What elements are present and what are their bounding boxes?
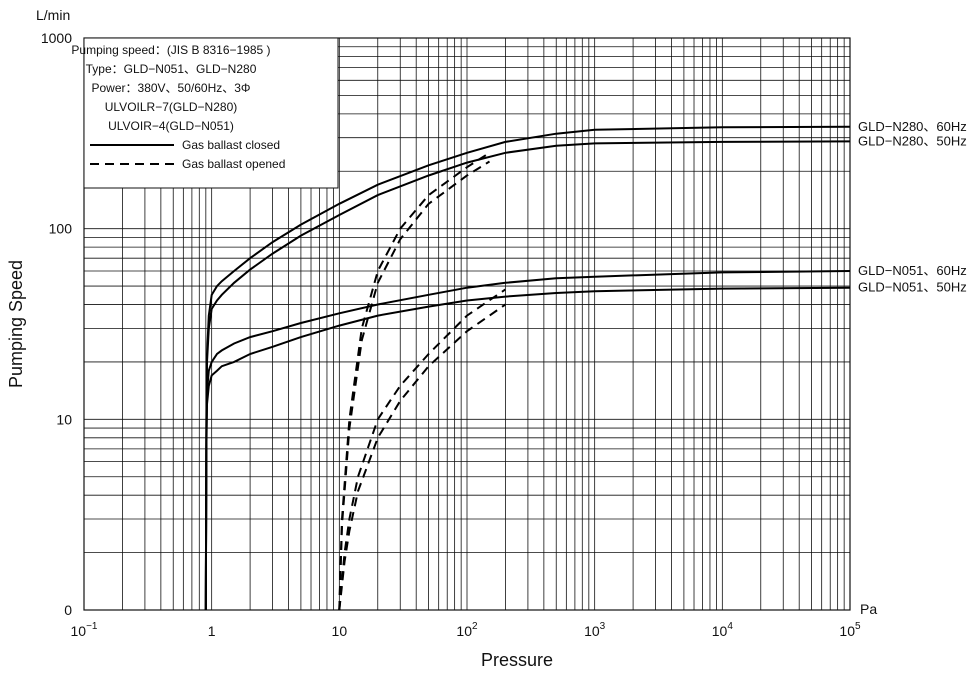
- x-unit-label: Pa: [860, 601, 877, 617]
- legend-entry-label: Gas ballast opened: [182, 157, 285, 171]
- x-tick-label: 105: [839, 621, 861, 639]
- x-tick-label: 10−1: [71, 621, 98, 639]
- x-tick-label: 10: [332, 623, 348, 639]
- gas-ballast-opened-curve: [338, 288, 506, 611]
- y-tick-label: 10: [56, 411, 72, 427]
- y-tick-label: 100: [49, 221, 73, 237]
- legend: Pumping speed：(JIS B 8316−1985 ) Type：GLD…: [71, 37, 339, 189]
- gas-ballast-opened-curve: [338, 160, 491, 611]
- series-label: GLD−N280、60Hz: [858, 119, 967, 134]
- x-tick-label: 104: [712, 621, 734, 639]
- series-label: GLD−N051、60Hz: [858, 263, 967, 278]
- legend-spec-line: Pumping speed：(JIS B 8316−1985 ): [71, 43, 270, 57]
- legend-spec-line: ULVOILR−7(GLD−N280): [105, 100, 238, 114]
- legend-spec-line: Power：380V、50/60Hz、3Φ: [92, 81, 251, 95]
- gas-ballast-closed-curve: [204, 140, 851, 611]
- x-tick-label: 102: [456, 621, 478, 639]
- x-tick-label: 1: [208, 623, 216, 639]
- plot-frame: [83, 37, 851, 611]
- legend-spec-line: Type：GLD−N051、GLD−N280: [86, 62, 257, 76]
- series-label: GLD−N051、50Hz: [858, 280, 967, 295]
- series-label: GLD−N280、50Hz: [858, 133, 967, 148]
- x-axis-title: Pressure: [481, 650, 553, 670]
- y-axis-title: Pumping Speed: [6, 260, 26, 388]
- y-unit-label: L/min: [36, 7, 70, 23]
- gas-ballast-closed-curve: [204, 125, 851, 611]
- plot-curves: [204, 125, 851, 611]
- legend-entry-label: Gas ballast closed: [182, 138, 280, 152]
- y-tick-label: 1000: [41, 30, 72, 46]
- gas-ballast-closed-curve: [204, 286, 851, 611]
- x-tick-label: 103: [584, 621, 606, 639]
- y-tick-label: 0: [64, 602, 72, 618]
- gas-ballast-closed-curve: [204, 270, 851, 611]
- legend-spec-line: ULVOIR−4(GLD−N051): [108, 119, 234, 133]
